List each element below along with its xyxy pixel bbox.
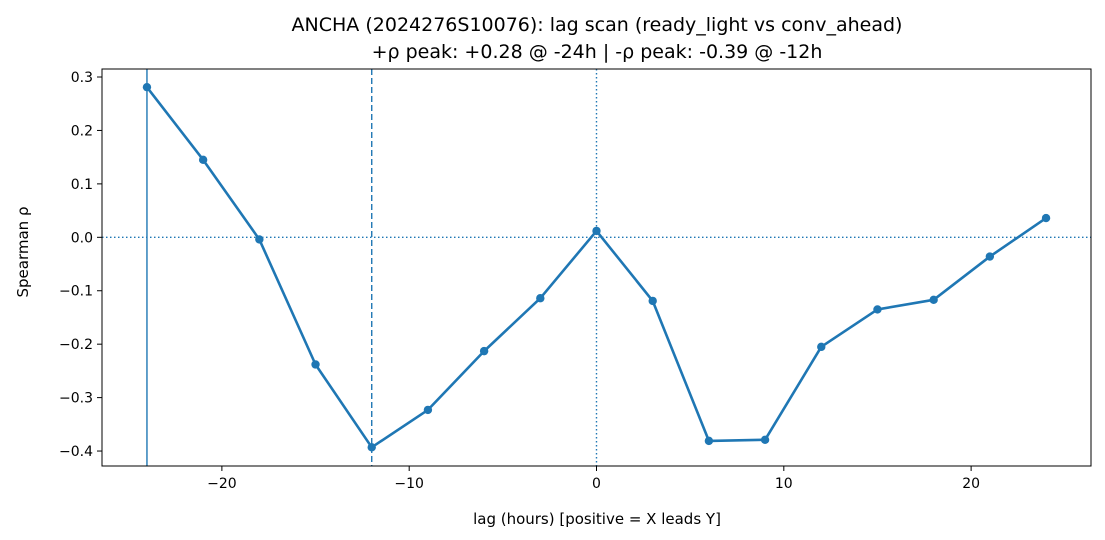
x-axis-label: lag (hours) [positive = X leads Y] — [473, 510, 721, 528]
data-point-5 — [423, 405, 433, 415]
data-point-7 — [536, 294, 545, 303]
data-point-15 — [985, 252, 995, 261]
data-point-0 — [142, 82, 152, 92]
reference-lines — [102, 69, 1091, 466]
y-tick-label-3: 0.0 — [71, 230, 93, 246]
y-tick-label-2: 0.1 — [71, 177, 93, 193]
y-tick-label-4: −0.1 — [59, 284, 93, 300]
y-tick-label-7: −0.4 — [59, 444, 93, 460]
data-point-6 — [479, 346, 489, 356]
chart-subtitle: +ρ peak: +0.28 @ -24h | -ρ peak: -0.39 @… — [372, 41, 823, 63]
x-tick-label-1: −10 — [394, 476, 424, 492]
data-point-9 — [648, 296, 657, 306]
data-point-3 — [311, 360, 320, 369]
y-tick-label-5: −0.2 — [59, 337, 93, 353]
y-tick-label-6: −0.3 — [59, 391, 93, 407]
chart-title: ANCHA (2024276S10076): lag scan (ready_l… — [292, 14, 903, 36]
x-tick-label-4: 20 — [962, 476, 980, 492]
data-point-14 — [929, 295, 938, 305]
data-point-11 — [760, 435, 770, 445]
x-tick-label-0: −20 — [207, 476, 237, 492]
data-point-2 — [255, 235, 264, 244]
data-point-10 — [704, 436, 714, 446]
y-axis-label: Spearman ρ — [14, 207, 32, 298]
data-point-13 — [873, 305, 882, 314]
x-axis-ticks: −20 −10 0 10 20 — [207, 466, 980, 492]
data-point-12 — [817, 342, 826, 352]
y-tick-label-1: 0.2 — [71, 123, 93, 139]
series-points-group — [142, 82, 1051, 452]
data-point-16 — [1041, 213, 1051, 223]
data-point-4 — [367, 443, 376, 452]
data-point-8 — [592, 226, 601, 236]
x-tick-label-3: 10 — [775, 476, 793, 492]
data-point-1 — [198, 155, 208, 165]
y-axis-ticks: 0.3 0.2 0.1 0.0 −0.1 −0.2 −0.3 −0.4 — [59, 70, 102, 460]
y-tick-label-0: 0.3 — [71, 70, 93, 86]
x-tick-label-2: 0 — [592, 476, 601, 492]
